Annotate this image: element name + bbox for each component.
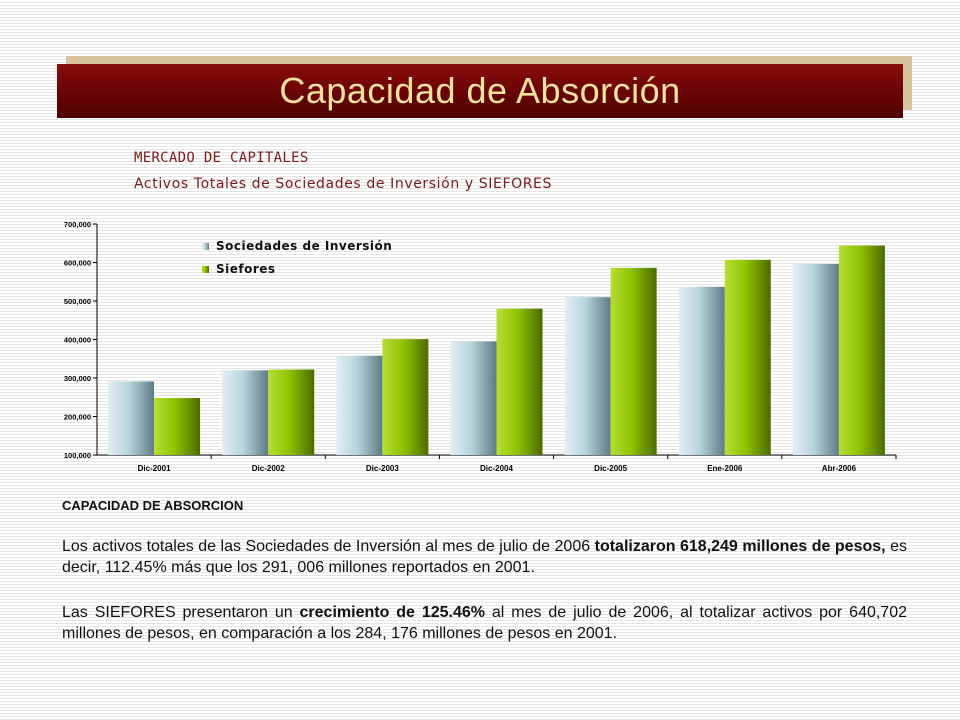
bar-siefores xyxy=(154,398,201,455)
paragraph-2-text-a: Las SIEFORES presentaron un xyxy=(62,604,300,621)
y-tick-label: 600,000 xyxy=(64,259,91,268)
paragraph-1-text-b: es decir, 112.45% más que los 291, 006 m… xyxy=(62,538,907,576)
x-tick-label: Dic-2004 xyxy=(480,464,513,473)
page-title: Capacidad de Absorción xyxy=(279,70,681,111)
title-bar: Capacidad de Absorción xyxy=(57,64,903,118)
bar-sociedades xyxy=(678,286,725,455)
y-tick-label: 500,000 xyxy=(64,297,91,306)
section-heading: CAPACIDAD DE ABSORCION xyxy=(62,498,244,513)
legend-swatch-sociedades xyxy=(202,243,209,250)
paragraph-siefores: Las SIEFORES presentaron un crecimiento … xyxy=(62,602,907,644)
paragraph-1-text-a: Los activos totales de las Sociedades de… xyxy=(62,538,595,555)
paragraph-sociedades: Los activos totales de las Sociedades de… xyxy=(62,536,907,578)
x-tick-label: Dic-2003 xyxy=(366,464,399,473)
bar-sociedades xyxy=(336,355,383,455)
legend-swatch-siefores xyxy=(202,266,209,273)
bar-siefores xyxy=(496,308,543,455)
x-tick-label: Ene-2006 xyxy=(707,464,743,473)
bar-siefores xyxy=(724,259,771,455)
y-tick-label: 300,000 xyxy=(64,374,91,383)
y-tick-label: 400,000 xyxy=(64,336,91,345)
bar-sociedades xyxy=(450,341,497,455)
legend-label-siefores: Siefores xyxy=(216,262,276,276)
bar-siefores xyxy=(838,245,885,455)
x-tick-label: Dic-2001 xyxy=(138,464,171,473)
x-tick-label: Dic-2002 xyxy=(252,464,285,473)
bar-siefores xyxy=(610,267,657,455)
paragraph-2-bold: crecimiento de 125.46% xyxy=(299,604,485,621)
x-tick-label: Dic-2005 xyxy=(594,464,627,473)
subtitle-market: MERCADO DE CAPITALES xyxy=(134,150,309,166)
bar-sociedades xyxy=(792,264,839,455)
y-tick-label: 700,000 xyxy=(64,220,91,229)
bar-siefores xyxy=(268,369,315,455)
y-tick-label: 100,000 xyxy=(64,451,91,460)
subtitle-chart: Activos Totales de Sociedades de Inversi… xyxy=(134,176,552,192)
bar-sociedades xyxy=(564,297,611,455)
x-tick-label: Abr-2006 xyxy=(822,464,857,473)
bar-sociedades xyxy=(222,370,269,455)
bar-sociedades xyxy=(108,381,155,455)
legend-label-sociedades: Sociedades de Inversión xyxy=(216,239,392,253)
paragraph-1-bold: totalizaron 618,249 millones de pesos, xyxy=(594,538,886,555)
paragraph-2-text-b: al mes de julio de 2006, al totalizar ac… xyxy=(62,604,908,642)
y-tick-label: 200,000 xyxy=(64,413,91,422)
bar-siefores xyxy=(382,339,429,455)
